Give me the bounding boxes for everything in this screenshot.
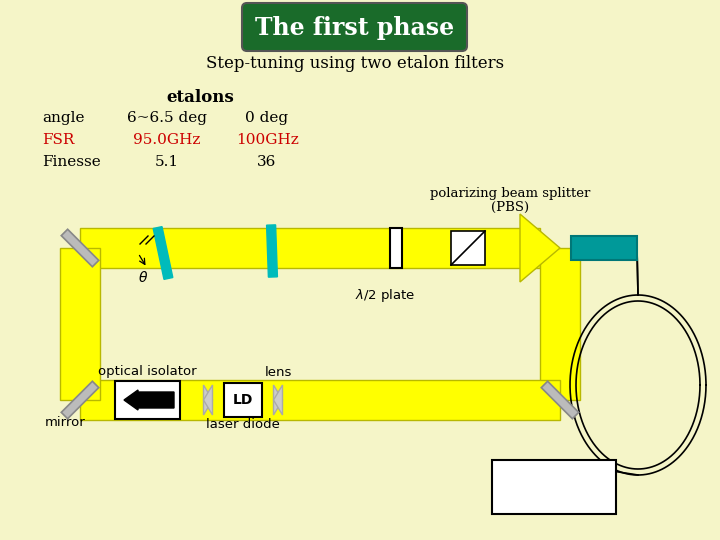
Text: angle: angle bbox=[42, 111, 84, 125]
Polygon shape bbox=[274, 385, 282, 415]
Polygon shape bbox=[61, 230, 99, 267]
Bar bbox=[390, 228, 402, 268]
Text: $\lambda$/2 plate: $\lambda$/2 plate bbox=[355, 287, 415, 304]
Text: 0 deg: 0 deg bbox=[246, 111, 289, 125]
Bar bbox=[60, 248, 100, 400]
Text: LD: LD bbox=[233, 393, 253, 407]
Polygon shape bbox=[61, 381, 99, 418]
Bar bbox=[80, 380, 560, 420]
Bar bbox=[451, 231, 485, 265]
Text: 6~6.5 deg: 6~6.5 deg bbox=[127, 111, 207, 125]
Polygon shape bbox=[274, 385, 282, 415]
Text: Finesse: Finesse bbox=[42, 155, 101, 169]
Text: 100GHz: 100GHz bbox=[235, 133, 298, 147]
Text: mirror: mirror bbox=[45, 415, 86, 429]
Bar bbox=[571, 236, 637, 260]
Text: 36: 36 bbox=[257, 155, 276, 169]
Text: lens: lens bbox=[264, 366, 292, 379]
Text: $\theta$: $\theta$ bbox=[138, 269, 148, 285]
Polygon shape bbox=[204, 385, 212, 415]
Text: The first phase: The first phase bbox=[256, 16, 454, 40]
Polygon shape bbox=[541, 381, 579, 418]
Text: 5.1: 5.1 bbox=[155, 155, 179, 169]
Bar bbox=[115, 381, 180, 419]
Text: Step-tuning using two etalon filters: Step-tuning using two etalon filters bbox=[206, 55, 504, 71]
Bar bbox=[224, 383, 262, 417]
Text: (PBS): (PBS) bbox=[491, 200, 529, 213]
Text: spectrum: spectrum bbox=[518, 472, 590, 488]
Bar bbox=[80, 228, 540, 268]
Text: optical isolator: optical isolator bbox=[98, 366, 197, 379]
Polygon shape bbox=[204, 385, 212, 415]
Text: 95.0GHz: 95.0GHz bbox=[133, 133, 201, 147]
Text: laser diode: laser diode bbox=[206, 418, 280, 431]
FancyBboxPatch shape bbox=[242, 3, 467, 51]
FancyArrow shape bbox=[124, 390, 174, 410]
Text: FSR: FSR bbox=[42, 133, 74, 147]
Bar bbox=[540, 248, 580, 400]
Text: etalons: etalons bbox=[166, 89, 234, 105]
Polygon shape bbox=[520, 214, 560, 282]
Text: polarizing beam splitter: polarizing beam splitter bbox=[430, 186, 590, 199]
Polygon shape bbox=[266, 225, 277, 277]
Text: analyzer: analyzer bbox=[521, 491, 587, 507]
Polygon shape bbox=[153, 227, 173, 279]
FancyBboxPatch shape bbox=[492, 460, 616, 514]
